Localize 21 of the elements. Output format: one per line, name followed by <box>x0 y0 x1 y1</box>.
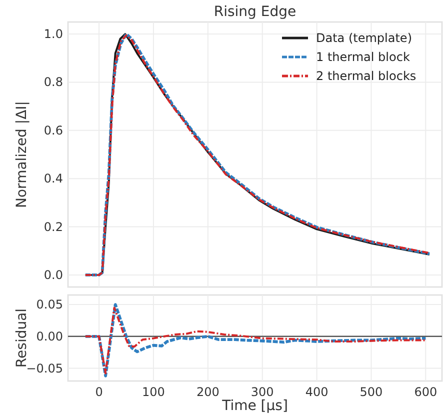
y-tick-label: 0.4 <box>44 172 63 186</box>
legend-label: Data (template) <box>316 31 412 45</box>
y-tick-label: 0.05 <box>36 298 63 312</box>
x-tick-label: 200 <box>196 385 220 399</box>
x-axis-title: Time [µs] <box>221 398 288 414</box>
y-tick-label: 0.2 <box>44 220 63 234</box>
x-tick-label: 400 <box>305 385 328 399</box>
y-axis-title: Normalized |ΔI| <box>14 101 30 208</box>
x-tick-label: 500 <box>360 385 383 399</box>
x-tick-label: 0 <box>95 385 103 399</box>
chart-title: Rising Edge <box>214 4 296 20</box>
x-tick-label: 300 <box>250 385 274 399</box>
y-tick-label: 0.6 <box>44 123 63 138</box>
x-tick-label: 100 <box>142 385 165 399</box>
y-tick-label: 0.8 <box>44 75 63 90</box>
y-tick-label: 0.0 <box>44 268 63 282</box>
legend-label: 2 thermal blocks <box>316 69 416 83</box>
y-tick-label: 1.0 <box>44 27 63 42</box>
x-tick-label: 600 <box>414 385 438 399</box>
legend-label: 1 thermal block <box>316 50 410 64</box>
y-tick-label: 0.00 <box>36 329 63 344</box>
